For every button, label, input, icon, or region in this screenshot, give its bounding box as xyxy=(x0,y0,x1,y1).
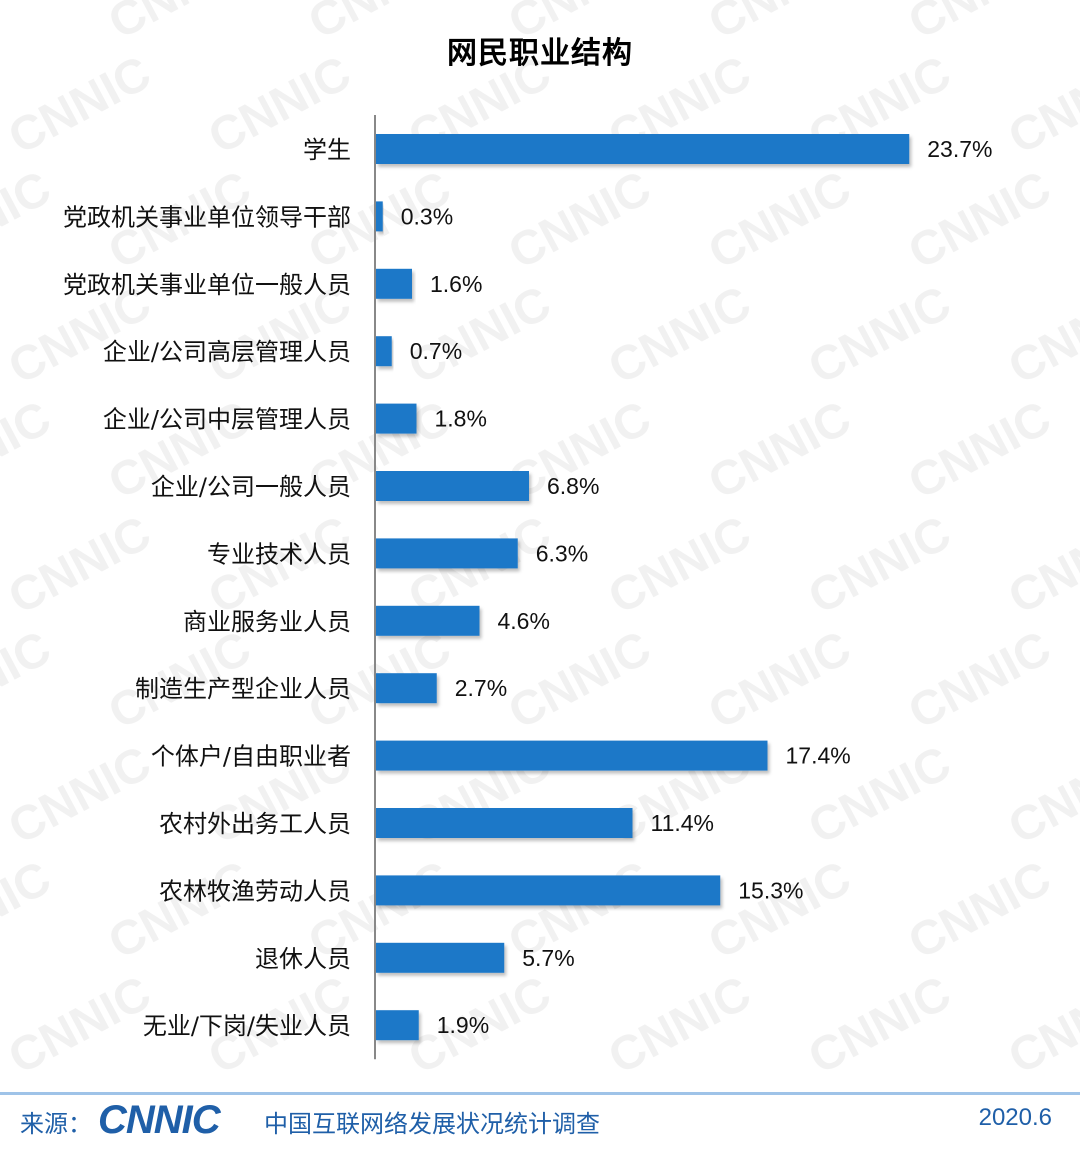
bar xyxy=(376,403,417,434)
bar xyxy=(376,201,383,232)
survey-name: 中国互联网络发展状况统计调查 xyxy=(264,1110,600,1138)
source-label: 来源： xyxy=(20,1110,92,1138)
value-label: 6.3% xyxy=(536,540,588,566)
bar xyxy=(376,1010,419,1041)
bar xyxy=(376,942,505,973)
footer-divider xyxy=(0,1092,1080,1095)
value-label: 15.3% xyxy=(738,877,803,903)
bar xyxy=(376,268,412,299)
category-label: 党政机关事业单位领导干部 xyxy=(63,203,351,231)
bar-chart: 学生 23.7% 党政机关事业单位领导干部 0.3% 党政机关事业单位一般人员 1.6% 企… xyxy=(63,115,992,1060)
category-label: 退休人员 xyxy=(255,945,351,973)
bar xyxy=(376,875,721,906)
category-label: 党政机关事业单位一般人员 xyxy=(63,271,351,299)
bar xyxy=(376,471,529,501)
value-label: 5.7% xyxy=(522,945,574,971)
chart-title: 网民职业结构 xyxy=(447,36,633,71)
value-label: 6.8% xyxy=(547,473,599,499)
cnnic-logo: CNNIC xyxy=(98,1098,221,1142)
value-label: 23.7% xyxy=(927,136,992,162)
category-label: 农林牧渔劳动人员 xyxy=(159,877,351,905)
category-label: 制造生产型企业人员 xyxy=(135,675,351,703)
value-label: 2.7% xyxy=(455,675,507,701)
footer: 来源： CNNIC 中国互联网络发展状况统计调查 2020.6 xyxy=(0,1098,1080,1144)
bar xyxy=(376,336,392,367)
category-label: 企业/公司高层管理人员 xyxy=(103,338,351,366)
category-label: 商业服务业人员 xyxy=(183,608,351,636)
bar xyxy=(376,808,633,838)
value-label: 11.4% xyxy=(651,810,715,836)
value-label: 17.4% xyxy=(786,743,851,769)
category-label: 专业技术人员 xyxy=(207,540,351,568)
category-label: 个体户/自由职业者 xyxy=(151,743,351,771)
category-label: 企业/公司中层管理人员 xyxy=(103,406,351,434)
value-label: 0.3% xyxy=(401,203,453,229)
bars-group: 学生 23.7% 党政机关事业单位领导干部 0.3% 党政机关事业单位一般人员 1.6% 企… xyxy=(63,134,992,1041)
bar xyxy=(376,740,768,771)
category-label: 企业/公司一般人员 xyxy=(151,473,351,501)
value-label: 1.8% xyxy=(435,406,487,432)
category-label: 学生 xyxy=(303,136,351,164)
bar xyxy=(376,673,437,704)
bar xyxy=(376,538,518,569)
value-label: 4.6% xyxy=(498,608,550,634)
category-label: 无业/下岗/失业人员 xyxy=(143,1012,351,1040)
category-label: 农村外出务工人员 xyxy=(159,810,351,838)
value-label: 1.6% xyxy=(430,271,482,297)
bar xyxy=(376,605,480,636)
bar xyxy=(376,134,910,164)
value-label: 1.9% xyxy=(437,1012,489,1038)
value-label: 0.7% xyxy=(410,338,462,364)
report-date: 2020.6 xyxy=(978,1104,1052,1131)
